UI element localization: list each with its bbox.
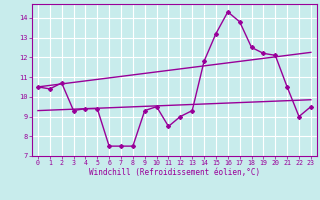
X-axis label: Windchill (Refroidissement éolien,°C): Windchill (Refroidissement éolien,°C) [89,168,260,177]
